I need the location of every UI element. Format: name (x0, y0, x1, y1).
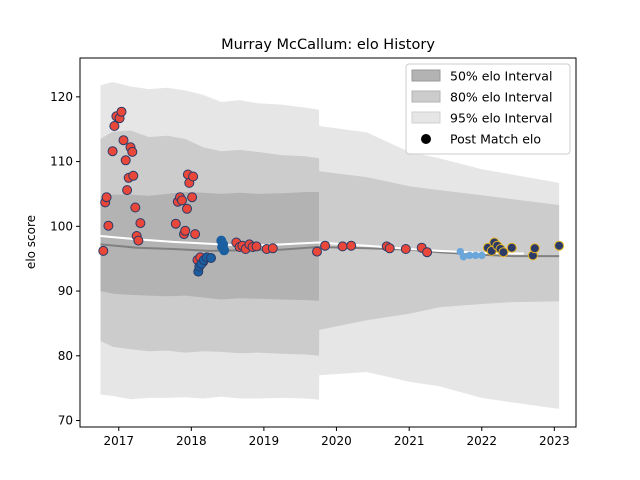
data-point (422, 247, 433, 258)
legend-marker (421, 134, 431, 144)
data-point (337, 241, 348, 252)
data-point (320, 240, 331, 251)
legend-label: Post Match elo (450, 132, 541, 147)
data-point (187, 192, 198, 203)
data-point (109, 121, 120, 131)
data-point (118, 135, 129, 146)
y-tick-label: 70 (58, 414, 73, 428)
legend-swatch (411, 69, 441, 82)
y-tick-label: 90 (58, 284, 73, 298)
chart-title: Murray McCallum: elo History (221, 37, 435, 53)
x-tick-label: 2022 (466, 434, 497, 448)
data-point (122, 185, 133, 196)
data-point (177, 195, 187, 206)
x-axis: 2017 2018 2019 2020 2021 2022 2023 (103, 427, 570, 448)
data-point (400, 244, 411, 254)
legend-label: 50% elo Interval (450, 69, 552, 84)
data-point (206, 253, 216, 263)
data-point (471, 251, 480, 260)
data-point (130, 202, 141, 213)
legend-swatch (411, 111, 441, 124)
y-axis: 70 80 90 100 110 120 (50, 90, 80, 428)
data-point (529, 243, 540, 254)
data-point (180, 225, 191, 236)
x-tick-label: 2023 (539, 434, 570, 448)
y-tick-label: 80 (58, 349, 73, 363)
x-tick-label: 2020 (321, 434, 352, 448)
data-point (127, 146, 138, 157)
data-point (456, 247, 464, 256)
data-point (120, 155, 131, 166)
data-point (498, 247, 509, 258)
legend-swatch (411, 90, 441, 103)
plot-frame (79, 57, 577, 428)
x-tick-label: 2019 (249, 434, 280, 448)
data-point (384, 243, 395, 254)
x-tick-label: 2017 (103, 434, 134, 448)
y-axis-label: elo score (24, 215, 38, 269)
legend-label: 95% elo Interval (450, 111, 552, 126)
post-match-points (98, 106, 565, 277)
data-point (182, 203, 192, 214)
legend: 50% elo Interval 80% elo Interval 95% elo … (405, 63, 571, 155)
data-point (170, 218, 181, 229)
data-point (554, 240, 565, 251)
data-point (219, 245, 230, 256)
data-point (128, 170, 139, 181)
data-point (101, 192, 112, 203)
data-point (459, 253, 468, 261)
data-point (251, 241, 262, 252)
data-point (116, 106, 127, 117)
data-point (107, 146, 118, 157)
data-point (188, 171, 199, 182)
data-point (478, 251, 486, 260)
x-tick-label: 2018 (176, 434, 207, 448)
data-point (267, 243, 278, 254)
y-tick-label: 100 (50, 219, 73, 233)
data-point (103, 220, 114, 231)
data-point (190, 229, 201, 240)
legend-box (405, 63, 571, 155)
y-tick-label: 110 (50, 155, 73, 169)
y-tick-label: 120 (50, 90, 73, 104)
band-50 (100, 192, 319, 301)
legend-label: 80% elo Interval (450, 90, 552, 105)
data-point (98, 245, 109, 256)
data-point (465, 251, 474, 260)
data-point (346, 240, 357, 251)
data-point (312, 246, 322, 257)
data-point (506, 242, 517, 253)
data-point (133, 235, 144, 246)
x-tick-label: 2021 (394, 434, 425, 448)
data-point (135, 218, 146, 229)
